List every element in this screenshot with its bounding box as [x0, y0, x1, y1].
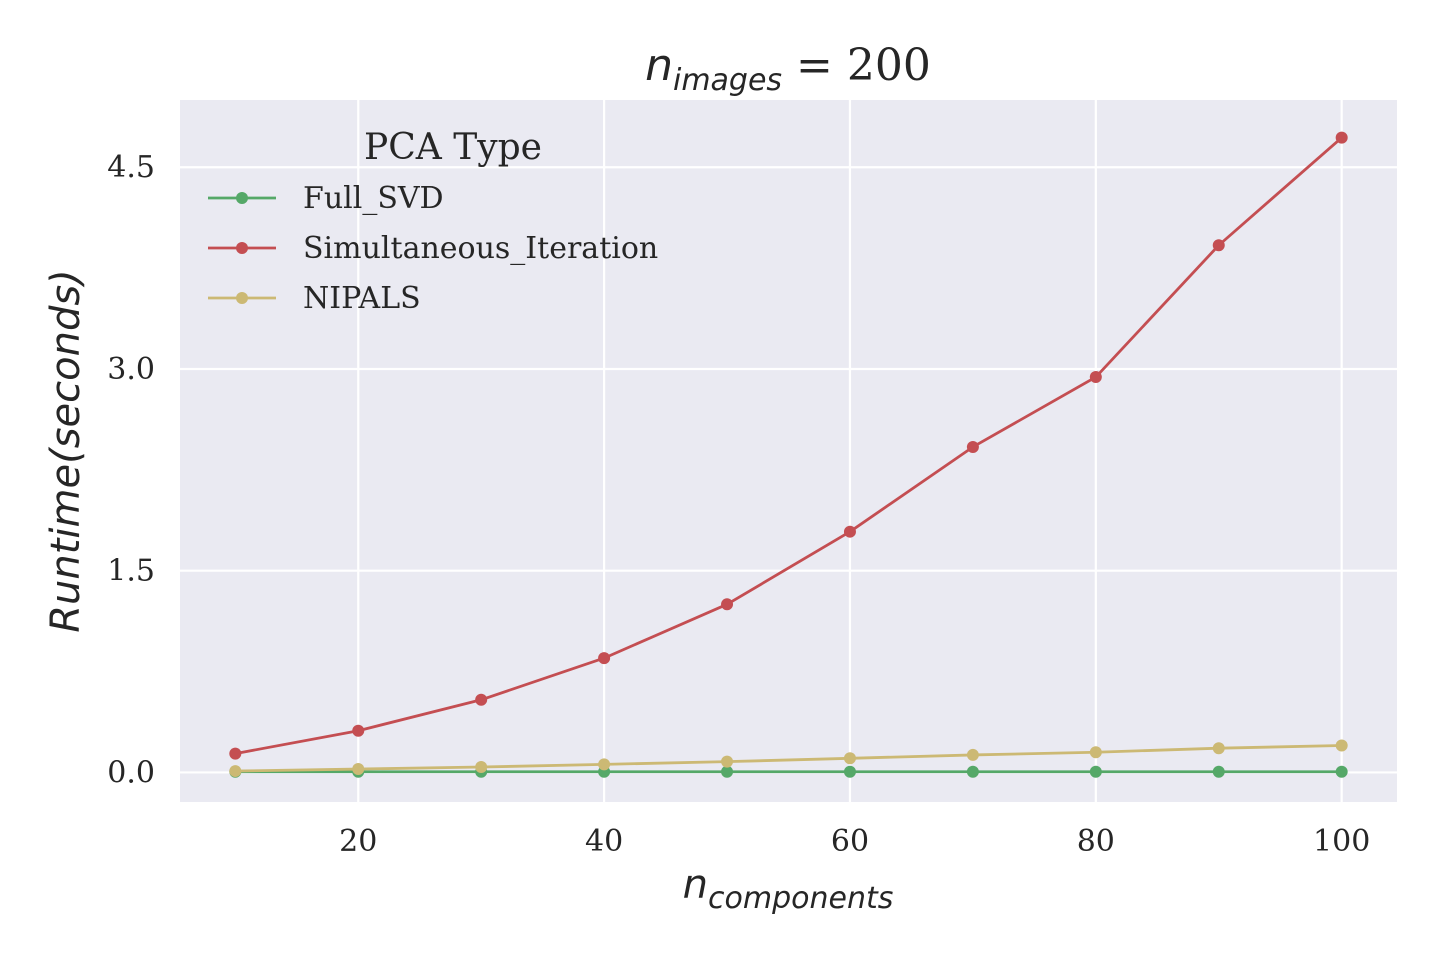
- legend: PCA Type Full_SVD Simultaneous_Iteration N…: [208, 127, 658, 316]
- legend-items: Full_SVD Simultaneous_Iteration NIPALS: [208, 181, 658, 316]
- data-point-full_svd: [1089, 765, 1102, 778]
- title-suffix: = 200: [782, 40, 931, 91]
- series-lines: [229, 131, 1348, 778]
- chart-title: nimages = 200: [645, 40, 931, 98]
- data-point-nipals: [352, 763, 365, 776]
- plot-area: [180, 100, 1397, 802]
- y-axis-label: Runtime(seconds): [43, 269, 89, 633]
- x-axis-label: ncomponents: [683, 862, 894, 916]
- y-tick-label: 0.0: [107, 755, 155, 790]
- x-tick-label: 100: [1313, 824, 1370, 859]
- data-point-nipals: [966, 748, 979, 761]
- y-tick-label: 3.0: [107, 352, 155, 387]
- x-axis-subscript: components: [708, 881, 893, 916]
- data-point-nipals: [1335, 739, 1348, 752]
- data-point-nipals: [843, 752, 856, 765]
- data-point-simultaneous_iteration: [1089, 371, 1102, 384]
- y-tick-label: 1.5: [107, 554, 155, 589]
- legend-marker: [236, 242, 248, 254]
- x-tick-label: 60: [831, 824, 869, 859]
- data-point-simultaneous_iteration: [1212, 239, 1225, 252]
- data-point-full_svd: [966, 765, 979, 778]
- legend-marker: [236, 192, 248, 204]
- y-tick-label: 4.5: [107, 150, 155, 185]
- legend-label: Full_SVD: [303, 181, 444, 216]
- data-point-simultaneous_iteration: [475, 693, 488, 706]
- x-axis-variable: n: [683, 862, 708, 908]
- data-point-nipals: [1212, 742, 1225, 755]
- data-point-simultaneous_iteration: [721, 598, 734, 611]
- data-point-simultaneous_iteration: [229, 747, 242, 760]
- title-variable: n: [645, 40, 673, 91]
- data-point-nipals: [721, 755, 734, 768]
- data-point-nipals: [598, 758, 611, 771]
- x-tick-label: 20: [339, 824, 377, 859]
- data-point-simultaneous_iteration: [352, 724, 365, 737]
- data-point-full_svd: [1335, 765, 1348, 778]
- legend-marker: [236, 292, 248, 304]
- data-point-simultaneous_iteration: [598, 652, 611, 665]
- data-point-nipals: [229, 765, 242, 778]
- data-point-full_svd: [843, 765, 856, 778]
- data-point-nipals: [475, 761, 488, 774]
- series-line-nipals: [235, 744, 1342, 773]
- data-point-full_svd: [721, 765, 734, 778]
- y-tick-labels: 0.0 1.5 3.0 4.5: [107, 150, 155, 790]
- x-tick-labels: 20 40 60 80 100: [339, 824, 1370, 859]
- series-line-simultaneous_iteration: [235, 136, 1343, 755]
- data-point-full_svd: [1212, 765, 1225, 778]
- data-point-simultaneous_iteration: [1335, 131, 1348, 144]
- data-point-simultaneous_iteration: [843, 525, 856, 538]
- legend-label: NIPALS: [303, 281, 421, 316]
- title-subscript: images: [673, 63, 782, 98]
- legend-label: Simultaneous_Iteration: [303, 231, 658, 266]
- data-point-simultaneous_iteration: [966, 440, 979, 453]
- legend-title: PCA Type: [364, 127, 542, 168]
- data-point-nipals: [1089, 746, 1102, 759]
- x-tick-label: 80: [1077, 824, 1115, 859]
- x-tick-label: 40: [585, 824, 623, 859]
